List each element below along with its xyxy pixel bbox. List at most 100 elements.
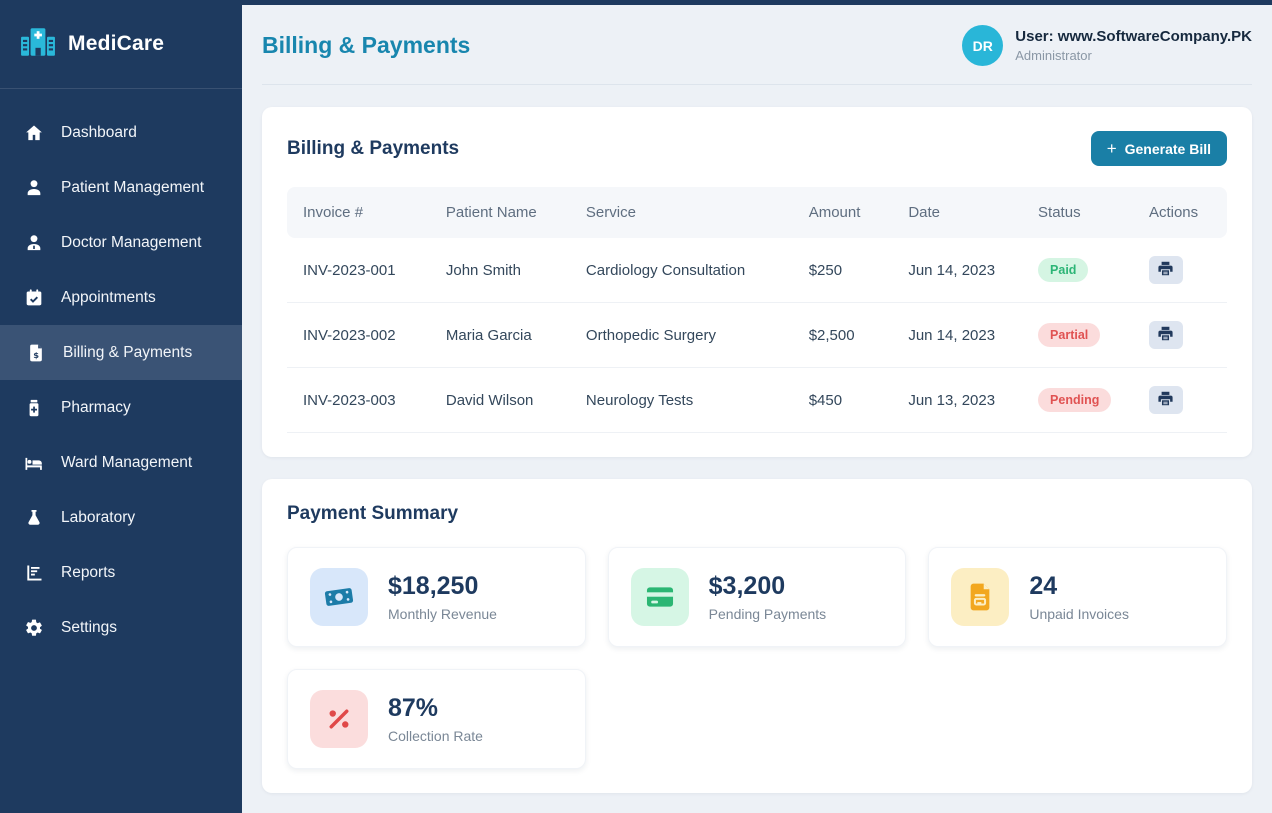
column-header: Patient Name: [429, 187, 570, 238]
avatar[interactable]: DR: [962, 25, 1004, 66]
sidebar-nav: Dashboard Patient Management Doctor Manage…: [0, 89, 242, 655]
sidebar-item-label: Reports: [61, 563, 116, 581]
amount-cell: $250: [792, 238, 893, 303]
app-name: MediCare: [68, 32, 165, 55]
user-name: User: www.SoftwareCompany.PK: [1015, 28, 1252, 45]
main-content: Billing & Payments DR User: www.Software…: [242, 5, 1272, 813]
patient-cell: John Smith: [429, 238, 570, 303]
status-badge: Paid: [1038, 258, 1089, 282]
stat-card-monthly-revenue: $18,250 Monthly Revenue: [287, 547, 586, 647]
user-role: Administrator: [1015, 48, 1092, 63]
print-invoice-button[interactable]: [1148, 386, 1183, 414]
sidebar-item-laboratory[interactable]: Laboratory: [0, 490, 242, 545]
amount-cell: $2,500: [792, 303, 893, 368]
plus-icon: +: [1106, 139, 1117, 158]
sidebar-item-label: Appointments: [61, 288, 156, 306]
doctor-icon: [24, 233, 44, 253]
stat-card-pending-payments: $3,200 Pending Payments: [607, 547, 907, 647]
print-invoice-button[interactable]: [1148, 256, 1183, 284]
print-invoice-button[interactable]: [1148, 321, 1183, 349]
printer-icon: [1157, 325, 1174, 345]
stat-label: Unpaid Invoices: [1029, 606, 1129, 622]
billing-card: Billing & Payments + Generate Bill Invoi…: [262, 107, 1252, 457]
stat-label: Monthly Revenue: [388, 606, 497, 622]
user-name-value: www.SoftwareCompany.PK: [1057, 28, 1252, 45]
payment-summary-card: Payment Summary $18,250 Monthly Revenue $3…: [262, 479, 1252, 793]
patient-cell: David Wilson: [429, 368, 570, 433]
user-block: DR User: www.SoftwareCompany.PK Administ…: [962, 25, 1252, 66]
sidebar-item-settings[interactable]: Settings: [0, 600, 242, 655]
printer-icon: [1157, 390, 1174, 410]
sidebar-item-reports[interactable]: Reports: [0, 545, 242, 600]
sidebar-item-label: Doctor Management: [61, 233, 202, 251]
credit-card-icon: [630, 568, 689, 626]
invoice-dollar-icon: $: [26, 343, 46, 363]
calendar-check-icon: [24, 288, 44, 308]
stat-value: $18,250: [388, 572, 479, 600]
bed-icon: [24, 453, 44, 473]
sidebar: MediCare Dashboard Patient Management Doct…: [0, 0, 242, 813]
sidebar-item-label: Billing & Payments: [63, 343, 193, 361]
sidebar-item-label: Dashboard: [61, 123, 137, 141]
column-header: Date: [892, 187, 1023, 238]
service-cell: Orthopedic Surgery: [569, 303, 793, 368]
sidebar-item-label: Laboratory: [61, 508, 136, 526]
amount-cell: $450: [792, 368, 893, 433]
page-title: Billing & Payments: [262, 32, 471, 58]
percent-icon: [310, 690, 368, 748]
stat-label: Collection Rate: [388, 728, 483, 744]
column-header: Status: [1022, 187, 1133, 238]
sidebar-item-dashboard[interactable]: Dashboard: [0, 105, 242, 160]
report-chart-icon: [24, 563, 44, 583]
top-strip: [0, 0, 1272, 5]
column-header: Invoice #: [287, 187, 430, 238]
service-cell: Cardiology Consultation: [569, 238, 793, 303]
invoice-cell: INV-2023-002: [287, 303, 430, 368]
flask-icon: [24, 508, 44, 528]
sidebar-item-appointments[interactable]: Appointments: [0, 270, 242, 325]
sidebar-item-ward-management[interactable]: Ward Management: [0, 435, 242, 490]
column-header: Actions: [1132, 187, 1227, 238]
page-header: Billing & Payments DR User: www.Software…: [262, 5, 1252, 85]
payment-summary-heading: Payment Summary: [287, 503, 459, 524]
table-row: INV-2023-003 David Wilson Neurology Tests $…: [287, 368, 1227, 433]
sidebar-item-label: Settings: [61, 618, 118, 636]
hospital-icon: [20, 26, 56, 63]
stat-value: $3,200: [708, 572, 786, 600]
gear-icon: [24, 618, 44, 638]
billing-heading: Billing & Payments: [287, 137, 460, 159]
sidebar-item-label: Pharmacy: [61, 398, 131, 416]
generate-bill-button[interactable]: + Generate Bill: [1090, 131, 1227, 166]
user-name-label: User:: [1015, 28, 1054, 45]
stat-card-collection-rate: 87% Collection Rate: [287, 669, 586, 769]
status-badge: Pending: [1038, 388, 1112, 412]
status-badge: Partial: [1038, 323, 1101, 347]
sidebar-item-doctor-management[interactable]: Doctor Management: [0, 215, 242, 270]
svg-text:$: $: [33, 349, 39, 359]
stat-value: 87%: [388, 694, 439, 722]
cash-icon: [310, 568, 368, 626]
sidebar-item-label: Ward Management: [61, 453, 193, 471]
patient-icon: [24, 178, 44, 198]
sidebar-item-patient-management[interactable]: Patient Management: [0, 160, 242, 215]
sidebar-item-billing-payments[interactable]: $ Billing & Payments: [0, 325, 242, 380]
table-header-row: Invoice # Patient Name Service Amount Date St…: [287, 187, 1227, 238]
printer-icon: [1157, 260, 1174, 280]
billing-table: Invoice # Patient Name Service Amount Date St…: [287, 187, 1227, 433]
date-cell: Jun 13, 2023: [892, 368, 1023, 433]
invoice-file-icon: [951, 568, 1010, 626]
home-icon: [24, 123, 44, 143]
column-header: Amount: [792, 187, 893, 238]
stat-card-unpaid-invoices: 24 Unpaid Invoices: [928, 547, 1227, 647]
sidebar-item-pharmacy[interactable]: Pharmacy: [0, 380, 242, 435]
app-logo[interactable]: MediCare: [0, 0, 242, 89]
date-cell: Jun 14, 2023: [892, 238, 1023, 303]
medicine-bottle-icon: [24, 398, 44, 418]
sidebar-item-label: Patient Management: [61, 178, 205, 196]
generate-bill-label: Generate Bill: [1124, 140, 1211, 157]
invoice-cell: INV-2023-001: [287, 238, 430, 303]
service-cell: Neurology Tests: [569, 368, 793, 433]
stat-value: 24: [1029, 572, 1058, 600]
table-row: INV-2023-001 John Smith Cardiology Consult…: [287, 238, 1227, 303]
invoice-cell: INV-2023-003: [287, 368, 430, 433]
